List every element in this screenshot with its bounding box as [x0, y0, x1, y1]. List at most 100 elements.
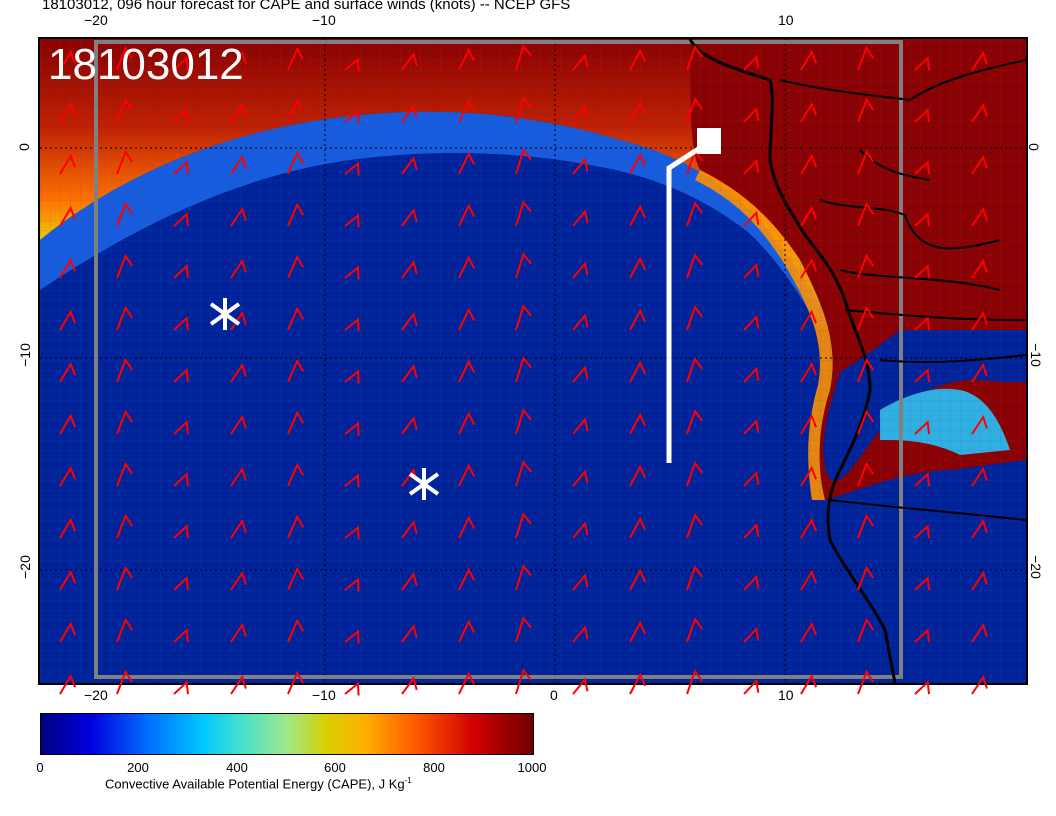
wind-barb [287, 46, 305, 71]
wind-barb [458, 671, 476, 695]
wind-barb [743, 366, 760, 383]
wind-barb [914, 160, 930, 175]
wind-barb [743, 106, 760, 123]
wind-barb [401, 208, 418, 227]
wind-barb [572, 53, 589, 71]
wind-barb [458, 619, 476, 643]
wind-barb [857, 253, 875, 279]
wind-barb [857, 305, 875, 331]
wind-barb [230, 310, 247, 331]
wind-barb [629, 516, 647, 539]
wind-barb [971, 674, 988, 695]
wind-barb [287, 670, 305, 695]
wind-barb [401, 104, 418, 123]
wind-barb [515, 44, 532, 71]
wind-barb [515, 356, 532, 383]
wind-barb [344, 109, 360, 124]
wind-barb [116, 513, 134, 539]
wind-barb [59, 153, 77, 175]
wind-barb [686, 200, 703, 227]
wind-barb [458, 463, 476, 487]
wind-barb [116, 669, 134, 695]
station-square-marker [697, 128, 721, 154]
wind-barb [401, 312, 418, 331]
wind-barb [800, 413, 818, 435]
wind-barb [173, 628, 189, 643]
wind-barb [572, 365, 589, 383]
wind-barb [686, 96, 703, 123]
wind-barb [743, 210, 760, 227]
wind-barb [515, 668, 532, 695]
data-grid [40, 39, 1026, 683]
colorbar-label: Convective Available Potential Energy (C… [105, 776, 412, 791]
wind-barb [572, 209, 589, 227]
wind-barb [686, 304, 703, 331]
wind-barb [344, 525, 360, 540]
wind-barb [629, 256, 647, 279]
wind-barb [743, 470, 760, 487]
wind-barb [287, 410, 305, 435]
wind-barb [629, 672, 647, 695]
wind-barb [914, 56, 930, 71]
wind-barb [116, 149, 134, 175]
wind-barb [116, 201, 134, 227]
wind-barb [401, 676, 418, 695]
wind-barb [230, 622, 247, 643]
wind-barb [59, 465, 77, 487]
colorbar-tick-400: 400 [226, 760, 248, 775]
wind-barb [458, 411, 476, 435]
wind-barb [800, 309, 818, 331]
wind-barb [230, 674, 247, 695]
wind-barb [515, 148, 532, 175]
border-lines [779, 59, 1027, 521]
wind-barb [230, 518, 247, 539]
wind-barb [230, 414, 247, 435]
lat-tick-left-1: 0 [15, 143, 32, 151]
wind-barb [743, 262, 760, 279]
wind-barb [515, 616, 532, 643]
wind-barb [515, 304, 532, 331]
colorbar-label-text: Convective Available Potential Energy (C… [105, 776, 405, 792]
lon-tick-top-2: −10 [312, 12, 336, 28]
wind-barb [173, 680, 189, 695]
wind-barb [800, 673, 818, 695]
wind-barb [914, 420, 930, 435]
wind-barb [401, 520, 418, 539]
wind-barb [287, 202, 305, 227]
wind-barb [59, 49, 77, 71]
wind-barb [686, 512, 703, 539]
wind-barb [971, 518, 988, 539]
wind-barb [743, 418, 760, 435]
wind-barb [629, 464, 647, 487]
lon-tick-bottom-3: 0 [550, 687, 558, 703]
wind-barb [572, 105, 589, 123]
wind-barb [344, 161, 360, 176]
wind-barb [686, 460, 703, 487]
wind-barb [458, 99, 476, 123]
wind-barb [458, 203, 476, 227]
colorbar-tick-200: 200 [127, 760, 149, 775]
chart-title: 18103012, 096 hour forecast for CAPE and… [42, 0, 571, 13]
wind-barb [401, 572, 418, 591]
colorbar-tick-600: 600 [324, 760, 346, 775]
wind-barb [686, 564, 703, 591]
wind-barb [116, 461, 134, 487]
wind-barb [800, 205, 818, 227]
wind-barb [173, 108, 189, 123]
colorbar-tick-800: 800 [423, 760, 445, 775]
wind-barb [116, 253, 134, 279]
wind-barb [401, 52, 418, 71]
wind-barb [971, 414, 988, 435]
wind-barb [743, 574, 760, 591]
wind-barb [59, 257, 77, 279]
colorbar-tick-1000: 1000 [517, 760, 547, 775]
wind-barb [287, 618, 305, 643]
domain-box [94, 40, 903, 679]
wind-barb [401, 156, 418, 175]
lat-tick-right-1: 0 [1025, 143, 1042, 151]
wind-barb [344, 57, 360, 72]
wind-barb [401, 416, 418, 435]
wind-barb [230, 102, 247, 123]
wind-barb [287, 306, 305, 331]
wind-barb [743, 522, 760, 539]
